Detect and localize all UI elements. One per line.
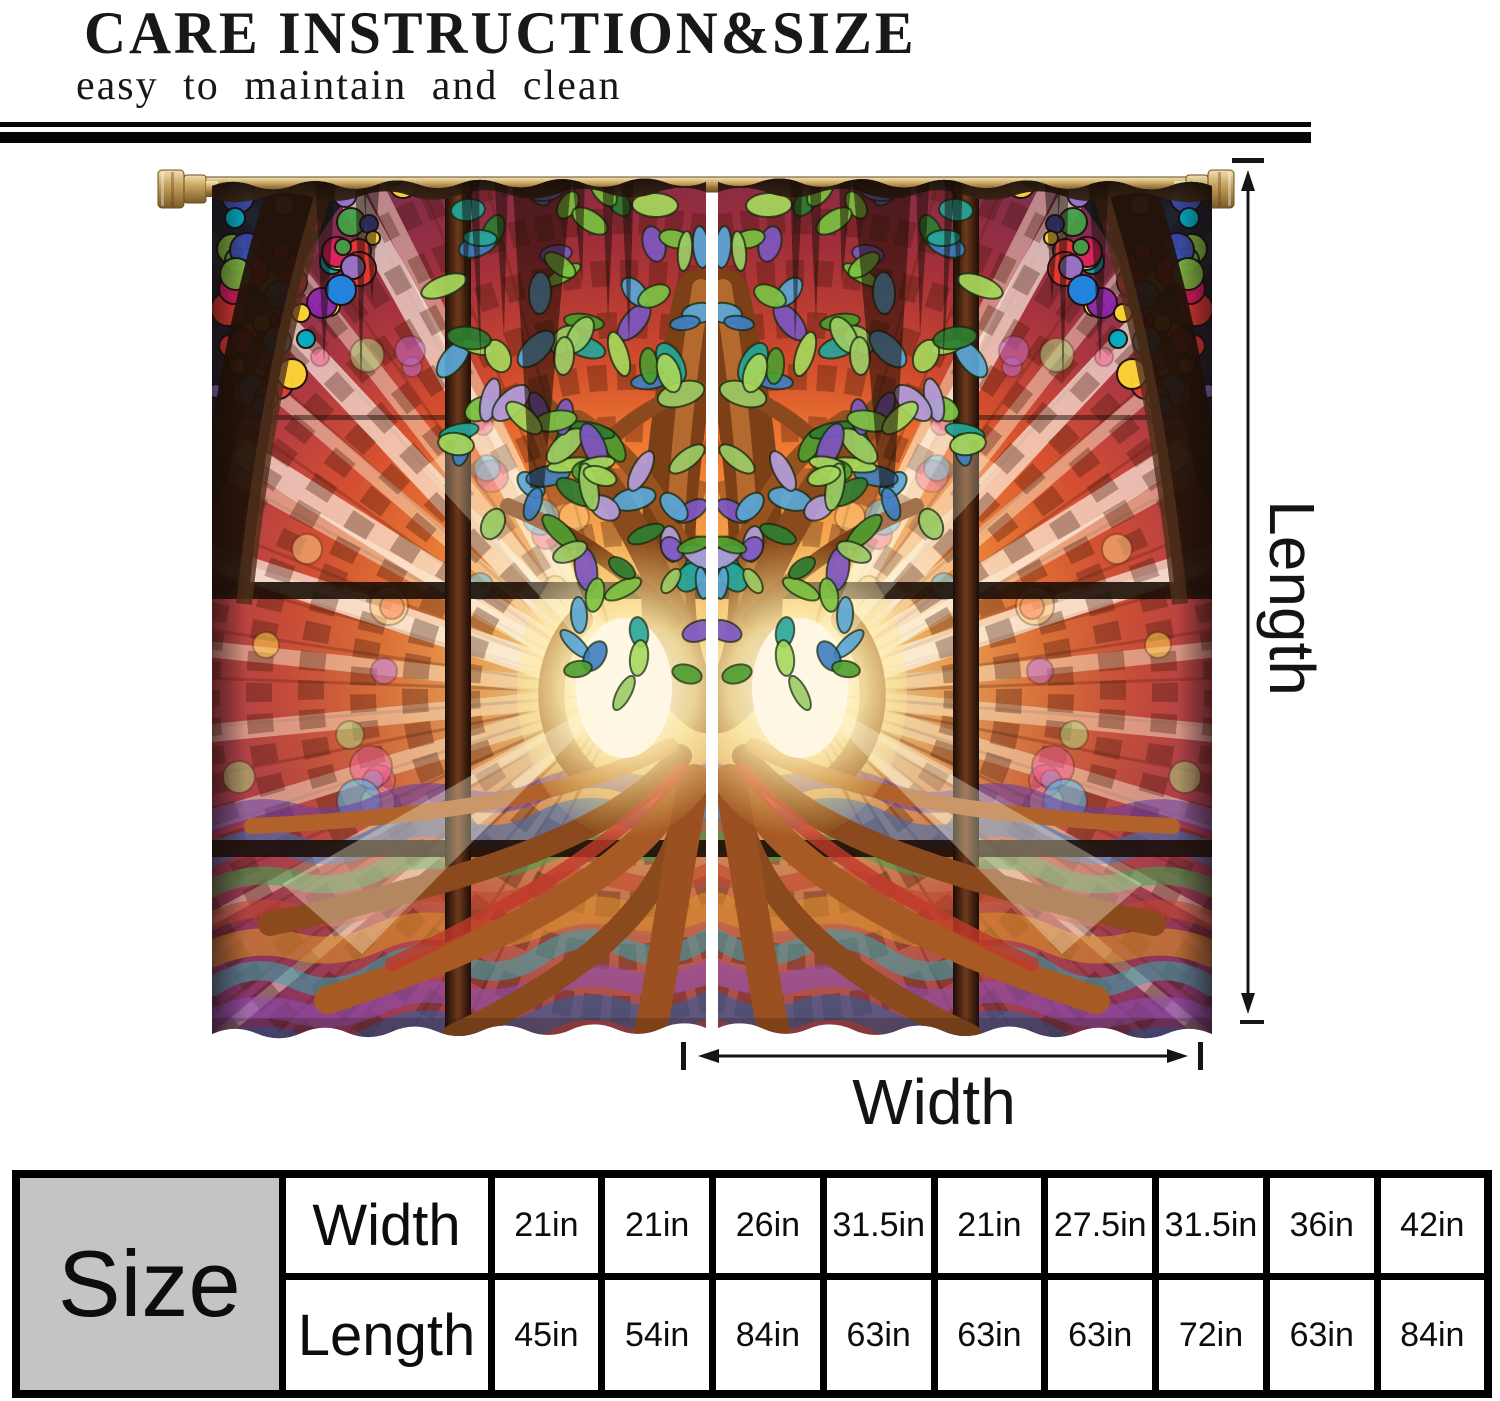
table-cell: 26in (709, 1170, 827, 1281)
width-right-tick (1198, 1042, 1203, 1070)
divider-rule-thin (0, 122, 1311, 127)
table-cell: 21in (487, 1170, 606, 1281)
size-table: Size Width 21in 21in 26in 31.5in 21in 27… (12, 1170, 1492, 1398)
length-label: Length (1256, 500, 1328, 696)
table-cell: 21in (598, 1170, 717, 1281)
length-bottom-tick (1240, 1020, 1264, 1024)
table-cell: 63in (930, 1273, 1049, 1398)
divider-rule-thick (0, 132, 1311, 143)
size-table-corner: Size (12, 1170, 286, 1398)
length-row-label: Length (278, 1273, 495, 1398)
table-cell: 84in (1373, 1273, 1492, 1398)
width-dimension: Width (681, 1042, 1203, 1138)
table-cell: 72in (1152, 1273, 1270, 1398)
table-cell: 63in (819, 1273, 938, 1398)
table-cell: 31.5in (819, 1170, 938, 1281)
table-cell: 84in (709, 1273, 827, 1398)
table-cell: 36in (1262, 1170, 1381, 1281)
length-dimension: Length (1232, 158, 1328, 1024)
width-row-label: Width (278, 1170, 495, 1281)
table-cell: 21in (930, 1170, 1049, 1281)
page-title: CARE INSTRUCTION&SIZE (84, 0, 917, 66)
page-subtitle: easy to maintain and clean (76, 63, 622, 109)
table-cell: 42in (1373, 1170, 1492, 1281)
width-left-tick (681, 1042, 686, 1070)
table-cell: 63in (1041, 1273, 1160, 1398)
table-cell: 31.5in (1152, 1170, 1270, 1281)
table-cell: 54in (598, 1273, 717, 1398)
table-cell: 27.5in (1041, 1170, 1160, 1281)
length-top-tick (1232, 158, 1264, 163)
width-label: Width (852, 1066, 1016, 1138)
table-cell: 63in (1262, 1273, 1381, 1398)
table-cell: 45in (487, 1273, 606, 1398)
